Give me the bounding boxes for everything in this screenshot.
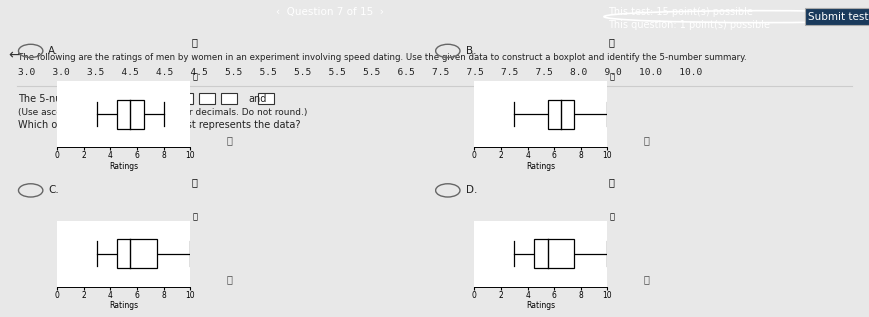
Bar xyxy=(534,239,574,268)
Text: ⧉: ⧉ xyxy=(227,135,232,145)
Text: 🔍: 🔍 xyxy=(609,38,614,48)
Text: 3.0   3.0   3.5   4.5   4.5   4.5   5.5   5.5   5.5   5.5   5.5   6.5   7.5   7.: 3.0 3.0 3.5 4.5 4.5 4.5 5.5 5.5 5.5 5.5 … xyxy=(18,68,702,77)
X-axis label: Ratings: Ratings xyxy=(109,162,138,171)
Text: 🔍: 🔍 xyxy=(192,177,197,187)
Text: Submit test: Submit test xyxy=(808,12,869,22)
Text: 🔍: 🔍 xyxy=(609,177,614,187)
Text: 🔍: 🔍 xyxy=(609,212,614,221)
Text: Which of the following boxplots best represents the data?: Which of the following boxplots best rep… xyxy=(18,120,301,130)
Bar xyxy=(199,94,215,105)
Bar xyxy=(177,94,193,105)
Text: C.: C. xyxy=(49,185,59,195)
Bar xyxy=(117,239,157,268)
Text: 🔍: 🔍 xyxy=(609,73,614,81)
Text: The 5-number summary is: The 5-number summary is xyxy=(18,94,150,104)
Text: This test: 15 point(s) possible: This test: 15 point(s) possible xyxy=(608,7,753,17)
Text: ‹  Question 7 of 15  ›: ‹ Question 7 of 15 › xyxy=(276,7,384,17)
Text: 🔍: 🔍 xyxy=(192,212,197,221)
Text: 🔍: 🔍 xyxy=(192,73,197,81)
Bar xyxy=(155,94,171,105)
X-axis label: Ratings: Ratings xyxy=(527,162,555,171)
Text: This question: 1 point(s) possible: This question: 1 point(s) possible xyxy=(608,20,770,30)
Text: The following are the ratings of men by women in an experiment involving speed d: The following are the ratings of men by … xyxy=(18,53,746,62)
Text: ←: ← xyxy=(8,48,20,62)
Text: 🔍: 🔍 xyxy=(192,38,197,48)
Text: and: and xyxy=(248,94,267,104)
Bar xyxy=(547,100,574,128)
Text: A.: A. xyxy=(49,46,59,56)
Bar xyxy=(258,94,274,105)
Text: ⧉: ⧉ xyxy=(644,274,649,284)
Bar xyxy=(221,94,237,105)
X-axis label: Ratings: Ratings xyxy=(109,301,138,310)
Text: ⧉: ⧉ xyxy=(644,135,649,145)
Bar xyxy=(117,100,143,128)
Text: B.: B. xyxy=(466,46,476,56)
Text: (Use ascending order. Type integers or decimals. Do not round.): (Use ascending order. Type integers or d… xyxy=(18,108,308,118)
X-axis label: Ratings: Ratings xyxy=(527,301,555,310)
Text: ⧉: ⧉ xyxy=(227,274,232,284)
Text: D.: D. xyxy=(466,185,477,195)
